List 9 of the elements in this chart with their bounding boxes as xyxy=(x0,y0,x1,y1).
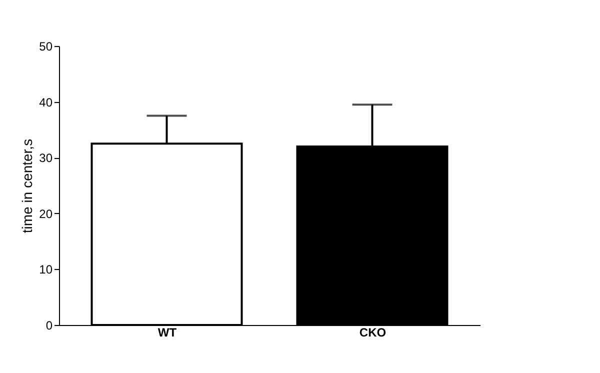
y-tick-label: 40 xyxy=(39,95,53,110)
x-tick-label: CKO xyxy=(359,326,386,340)
y-tick-label: 10 xyxy=(39,262,53,277)
y-axis-title: time in center,s xyxy=(19,138,36,234)
y-tick-label: 0 xyxy=(46,318,53,332)
x-tick-label: WT xyxy=(158,326,178,340)
y-tick-label: 20 xyxy=(39,206,53,221)
y-tick-label: 30 xyxy=(39,151,53,166)
y-tick-label: 50 xyxy=(39,40,53,54)
